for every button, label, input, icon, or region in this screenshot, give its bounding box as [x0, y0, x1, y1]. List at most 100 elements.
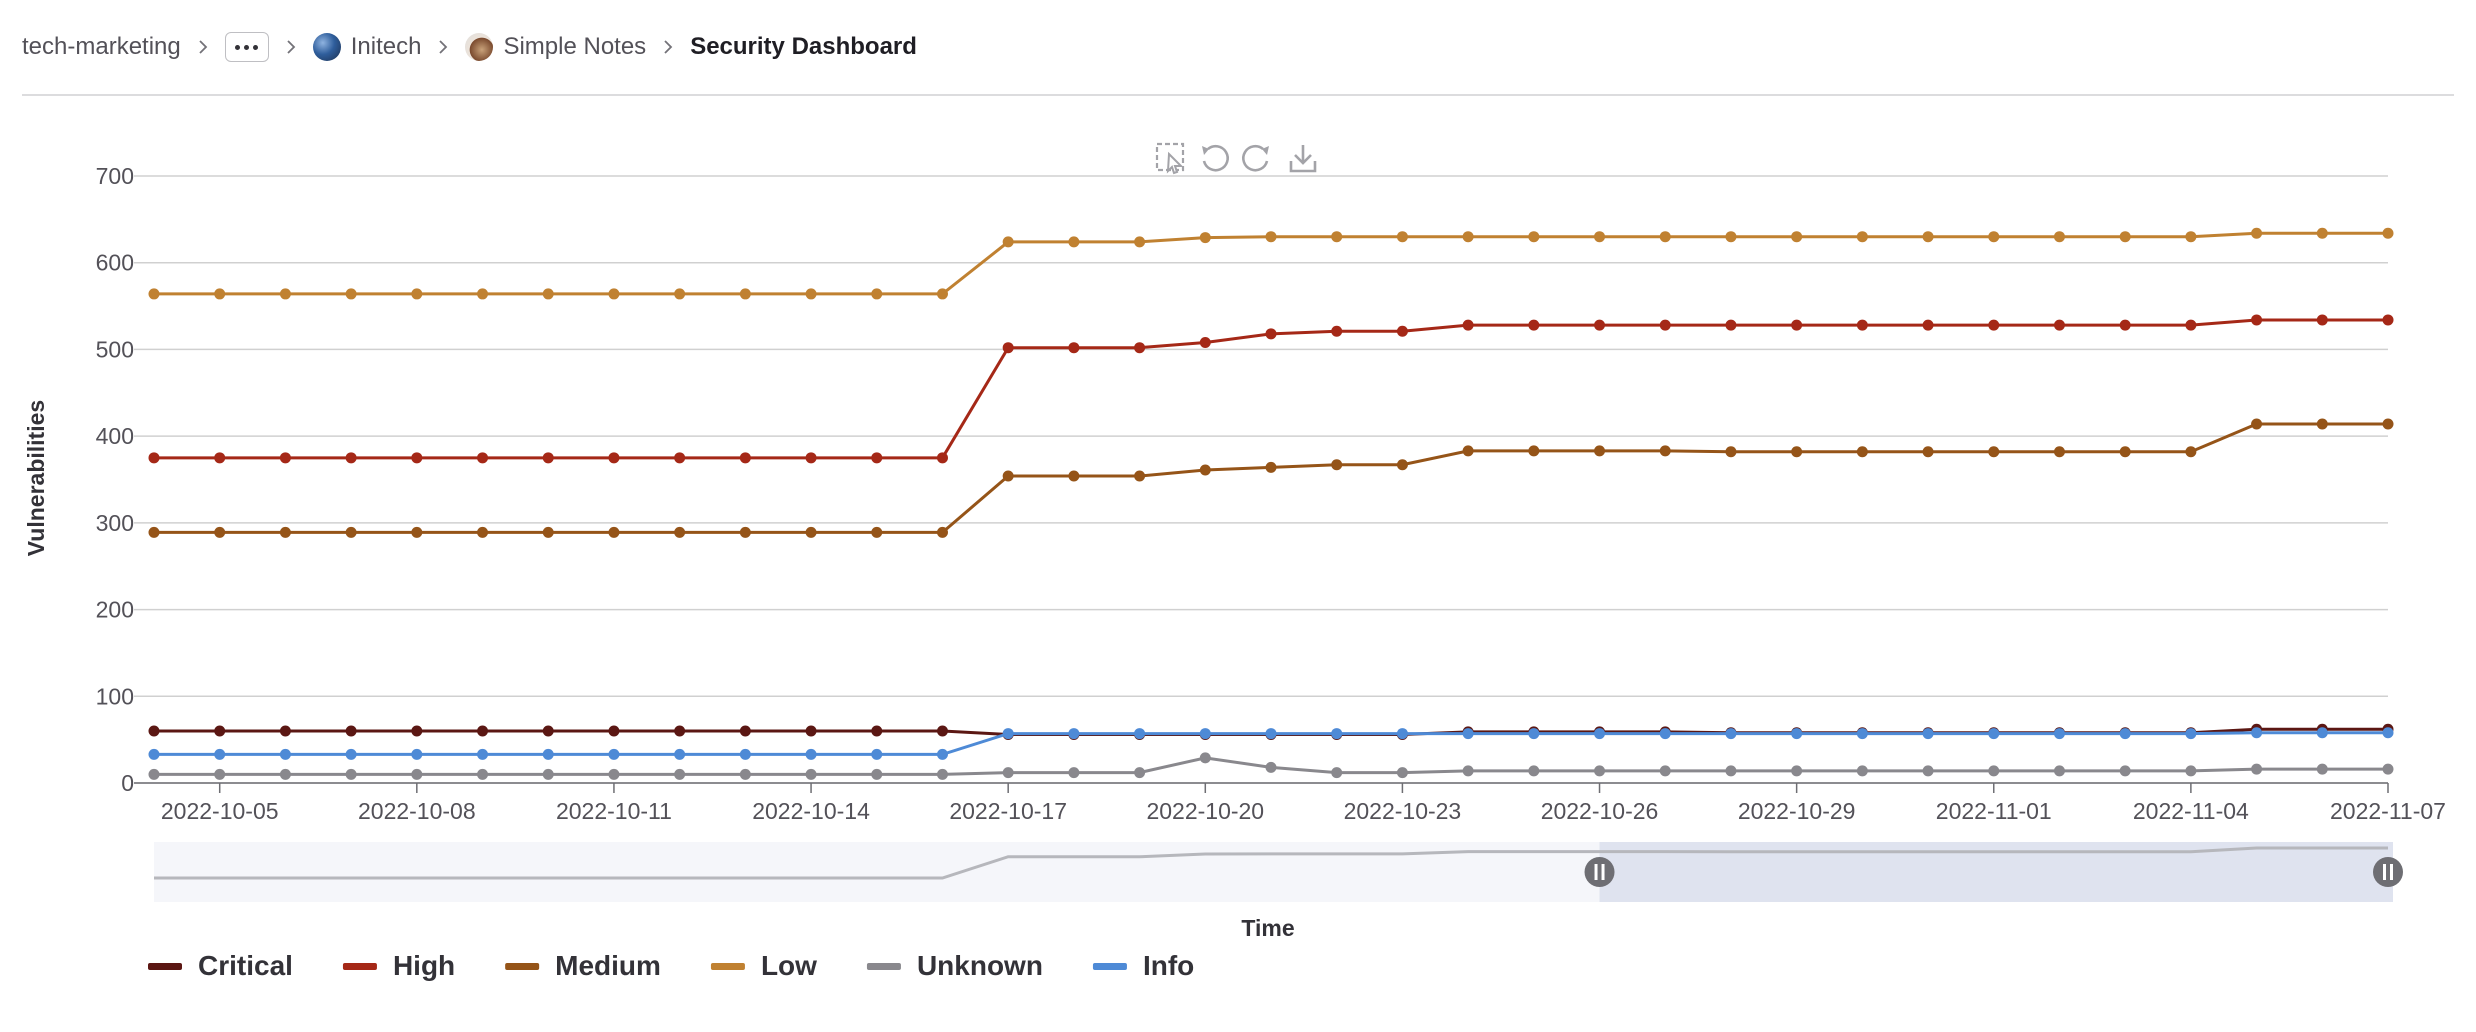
data-point[interactable] [1659, 765, 1671, 777]
data-point[interactable] [1856, 728, 1868, 740]
data-point[interactable] [2251, 314, 2263, 326]
legend-item-medium[interactable]: Medium [505, 950, 661, 981]
data-point[interactable] [2316, 227, 2328, 239]
data-point[interactable] [214, 526, 226, 538]
data-point[interactable] [805, 526, 817, 538]
data-point[interactable] [1725, 319, 1737, 331]
data-point[interactable] [608, 526, 620, 538]
data-point[interactable] [1528, 319, 1540, 331]
data-point[interactable] [674, 748, 686, 760]
legend-item-info[interactable]: Info [1092, 950, 1194, 981]
data-point[interactable] [1791, 319, 1803, 331]
data-point[interactable] [1331, 767, 1343, 779]
data-point[interactable] [1068, 236, 1080, 248]
data-point[interactable] [1988, 319, 2000, 331]
legend-item-critical[interactable]: Critical [148, 950, 293, 981]
data-point[interactable] [739, 288, 751, 300]
data-point[interactable] [542, 288, 554, 300]
data-point[interactable] [1396, 325, 1408, 337]
data-point[interactable] [608, 748, 620, 760]
breadcrumb-label[interactable]: tech-marketing [22, 33, 181, 60]
data-point[interactable] [477, 526, 489, 538]
data-point[interactable] [2119, 319, 2131, 331]
data-point[interactable] [1199, 464, 1211, 476]
data-point[interactable] [1791, 446, 1803, 458]
data-point[interactable] [1659, 319, 1671, 331]
data-point[interactable] [1068, 728, 1080, 740]
data-point[interactable] [345, 452, 357, 464]
data-point[interactable] [477, 452, 489, 464]
data-point[interactable] [1265, 328, 1277, 340]
data-point[interactable] [1659, 728, 1671, 740]
data-point[interactable] [148, 725, 160, 737]
data-point[interactable] [1922, 319, 1934, 331]
data-point[interactable] [674, 288, 686, 300]
data-point[interactable] [214, 725, 226, 737]
data-point[interactable] [1791, 728, 1803, 740]
data-point[interactable] [2119, 446, 2131, 458]
data-point[interactable] [2119, 728, 2131, 740]
data-point[interactable] [1659, 231, 1671, 243]
data-point[interactable] [674, 452, 686, 464]
data-point[interactable] [2119, 231, 2131, 243]
data-point[interactable] [542, 452, 554, 464]
data-point[interactable] [2382, 314, 2394, 326]
data-point[interactable] [345, 748, 357, 760]
data-point[interactable] [1922, 728, 1934, 740]
data-point[interactable] [2316, 418, 2328, 430]
data-point[interactable] [1856, 765, 1868, 777]
data-point[interactable] [1068, 470, 1080, 482]
data-point[interactable] [1199, 336, 1211, 348]
data-point[interactable] [214, 452, 226, 464]
data-point[interactable] [1002, 728, 1014, 740]
data-point[interactable] [2053, 446, 2065, 458]
breadcrumb-label[interactable]: Simple Notes [503, 33, 647, 60]
data-point[interactable] [2185, 231, 2197, 243]
data-point[interactable] [1134, 236, 1146, 248]
data-point[interactable] [345, 288, 357, 300]
data-point[interactable] [279, 748, 291, 760]
data-point[interactable] [674, 768, 686, 780]
data-point[interactable] [1134, 728, 1146, 740]
data-point[interactable] [1528, 765, 1540, 777]
data-point[interactable] [1594, 231, 1606, 243]
data-point[interactable] [2251, 763, 2263, 775]
data-point[interactable] [279, 725, 291, 737]
data-point[interactable] [148, 452, 160, 464]
breadcrumb-item-tech-marketing[interactable]: tech-marketing [22, 33, 181, 61]
data-point[interactable] [2185, 765, 2197, 777]
data-point[interactable] [805, 768, 817, 780]
data-point[interactable] [214, 748, 226, 760]
data-point[interactable] [1594, 728, 1606, 740]
restore-icon[interactable] [1242, 144, 1269, 172]
data-point[interactable] [542, 725, 554, 737]
data-point[interactable] [936, 288, 948, 300]
data-point[interactable] [1134, 470, 1146, 482]
data-point[interactable] [1331, 459, 1343, 471]
data-point[interactable] [477, 288, 489, 300]
data-point[interactable] [345, 725, 357, 737]
data-point[interactable] [279, 526, 291, 538]
data-point[interactable] [936, 452, 948, 464]
breadcrumb-item-simple-notes[interactable]: Simple Notes [465, 33, 646, 61]
download-icon[interactable] [1289, 145, 1317, 173]
data-point[interactable] [411, 725, 423, 737]
data-point[interactable] [214, 288, 226, 300]
data-point[interactable] [1791, 765, 1803, 777]
data-point[interactable] [1725, 728, 1737, 740]
data-point[interactable] [279, 452, 291, 464]
data-point[interactable] [1199, 728, 1211, 740]
data-point[interactable] [1002, 236, 1014, 248]
data-point[interactable] [345, 526, 357, 538]
data-point[interactable] [1594, 765, 1606, 777]
data-point[interactable] [1462, 445, 1474, 457]
data-point[interactable] [1988, 231, 2000, 243]
data-point[interactable] [739, 526, 751, 538]
undo-zoom-icon[interactable] [1202, 144, 1229, 172]
data-point[interactable] [1396, 231, 1408, 243]
data-point[interactable] [1791, 231, 1803, 243]
data-point[interactable] [608, 768, 620, 780]
data-point[interactable] [477, 768, 489, 780]
data-point[interactable] [739, 748, 751, 760]
data-point[interactable] [608, 452, 620, 464]
